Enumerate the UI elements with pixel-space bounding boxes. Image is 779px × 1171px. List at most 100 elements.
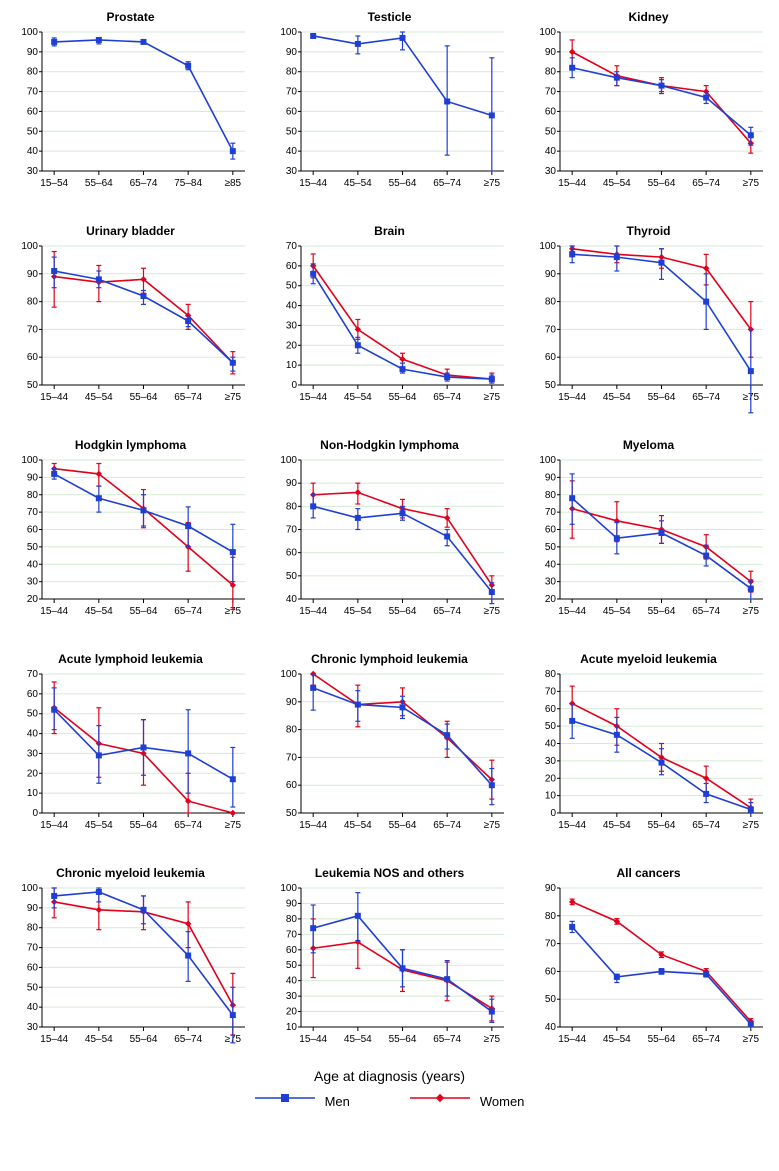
legend-label: Men: [325, 1094, 350, 1109]
y-tick-label: 10: [27, 788, 39, 799]
y-tick-label: 80: [286, 725, 298, 736]
y-tick-label: 20: [545, 773, 557, 784]
panel: Chronic lymphoid leukemia 50607080901001…: [269, 652, 510, 848]
x-tick-label: 55–64: [389, 606, 417, 617]
y-tick-label: 0: [32, 808, 38, 819]
panel: Urinary bladder 506070809010015–4445–545…: [10, 224, 251, 420]
x-tick-label: 45–54: [85, 606, 113, 617]
y-tick-label: 30: [545, 166, 557, 177]
x-tick-label: 15–44: [40, 1034, 68, 1045]
y-tick-label: 80: [27, 923, 39, 934]
panel-svg: 0102030405060708015–4445–5455–6465–74≥75: [528, 668, 769, 848]
y-tick-label: 40: [545, 1022, 557, 1033]
y-tick-label: 70: [286, 525, 298, 536]
y-tick-label: 80: [545, 297, 557, 308]
x-tick-label: 45–54: [603, 178, 631, 189]
panel: Kidney 3040506070809010015–4445–5455–646…: [528, 10, 769, 206]
y-tick-label: 70: [27, 507, 39, 518]
y-tick-label: 50: [27, 126, 39, 137]
x-tick-label: ≥75: [484, 178, 501, 189]
x-tick-label: 15–44: [40, 820, 68, 831]
y-tick-label: 50: [545, 126, 557, 137]
x-tick-label: 15–44: [40, 392, 68, 403]
x-tick-label: 55–64: [130, 606, 158, 617]
x-tick-label: 55–64: [648, 1034, 676, 1045]
x-tick-label: ≥75: [484, 1034, 501, 1045]
x-tick-label: ≥75: [484, 820, 501, 831]
y-tick-label: 50: [27, 709, 39, 720]
y-tick-label: 20: [286, 340, 298, 351]
y-tick-label: 90: [286, 898, 298, 909]
x-tick-label: 45–54: [344, 1034, 372, 1045]
y-tick-label: 60: [286, 106, 298, 117]
legend-label: Women: [480, 1094, 525, 1109]
x-tick-label: 15–44: [558, 820, 586, 831]
x-tick-label: 55–64: [389, 392, 417, 403]
x-tick-label: 45–54: [344, 392, 372, 403]
x-tick-label: 55–64: [648, 820, 676, 831]
y-tick-label: 60: [27, 962, 39, 973]
x-tick-label: ≥75: [484, 392, 501, 403]
panel-title: Leukemia NOS and others: [269, 866, 510, 880]
panel-title: Thyroid: [528, 224, 769, 238]
panel-title: Kidney: [528, 10, 769, 24]
y-tick-label: 40: [27, 559, 39, 570]
y-tick-label: 40: [27, 146, 39, 157]
y-tick-label: 40: [286, 146, 298, 157]
y-tick-label: 70: [286, 87, 298, 98]
y-tick-label: 70: [286, 929, 298, 940]
panel-svg: 3040506070809010015–5455–6465–7475–84≥85: [10, 26, 251, 206]
y-tick-label: 50: [286, 571, 298, 582]
x-tick-label: 15–44: [299, 606, 327, 617]
panel-svg: 506070809010015–4445–5455–6465–74≥75: [528, 240, 769, 420]
panel: Acute myeloid leukemia 01020304050607080…: [528, 652, 769, 848]
y-tick-label: 60: [286, 945, 298, 956]
y-tick-label: 70: [545, 686, 557, 697]
chart-grid: Prostate 3040506070809010015–5455–6465–7…: [10, 10, 769, 1062]
panel: Non-Hodgkin lymphoma 40506070809010015–4…: [269, 438, 510, 634]
x-tick-label: 15–44: [299, 392, 327, 403]
y-tick-label: 50: [545, 994, 557, 1005]
x-tick-label: 55–64: [648, 606, 676, 617]
y-tick-label: 30: [27, 748, 39, 759]
y-tick-label: 90: [545, 47, 557, 58]
y-tick-label: 70: [286, 241, 298, 252]
x-tick-label: 45–54: [344, 606, 372, 617]
y-tick-label: 30: [286, 991, 298, 1002]
y-tick-label: 90: [27, 47, 39, 58]
y-tick-label: 60: [286, 261, 298, 272]
y-tick-label: 50: [27, 380, 39, 391]
y-tick-label: 90: [286, 478, 298, 489]
y-tick-label: 40: [545, 146, 557, 157]
x-tick-label: ≥75: [225, 392, 242, 403]
y-tick-label: 60: [545, 704, 557, 715]
x-tick-label: 55–64: [130, 1034, 158, 1045]
y-tick-label: 60: [286, 548, 298, 559]
y-tick-label: 40: [27, 1002, 39, 1013]
panel-svg: 506070809010015–4445–5455–6465–74≥75: [269, 668, 510, 848]
y-tick-label: 40: [27, 729, 39, 740]
y-tick-label: 90: [27, 472, 39, 483]
panel: Testicle 3040506070809010015–4445–5455–6…: [269, 10, 510, 206]
x-tick-label: 55–64: [648, 178, 676, 189]
y-tick-label: 70: [545, 507, 557, 518]
x-tick-label: 55–64: [130, 820, 158, 831]
y-tick-label: 60: [545, 525, 557, 536]
x-tick-label: 45–54: [344, 820, 372, 831]
x-tick-label: 75–84: [174, 178, 202, 189]
y-tick-label: 20: [27, 768, 39, 779]
x-tick-label: 65–74: [174, 1034, 202, 1045]
y-tick-label: 90: [286, 47, 298, 58]
y-tick-label: 60: [27, 689, 39, 700]
y-tick-label: 60: [545, 106, 557, 117]
y-tick-label: 10: [286, 1022, 298, 1033]
panel-title: Acute myeloid leukemia: [528, 652, 769, 666]
x-tick-label: 15–44: [558, 392, 586, 403]
panel-title: Hodgkin lymphoma: [10, 438, 251, 452]
x-tick-label: 15–44: [558, 606, 586, 617]
y-tick-label: 80: [27, 297, 39, 308]
y-tick-label: 90: [27, 269, 39, 280]
panel-title: Non-Hodgkin lymphoma: [269, 438, 510, 452]
x-tick-label: 65–74: [433, 606, 461, 617]
y-tick-label: 50: [286, 281, 298, 292]
